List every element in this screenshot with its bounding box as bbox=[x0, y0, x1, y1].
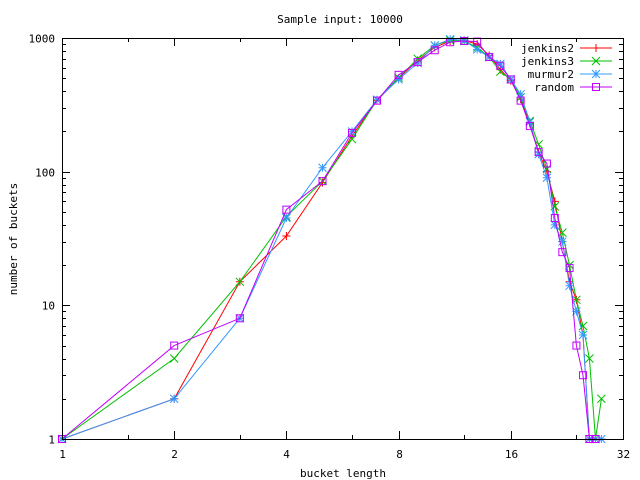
plot-frame bbox=[62, 38, 624, 440]
y-tick-label: 100 bbox=[35, 167, 55, 180]
point-marker bbox=[591, 69, 601, 79]
x-tick-label: 1 bbox=[59, 448, 66, 461]
point-marker bbox=[565, 281, 574, 291]
y-tick-label: 1000 bbox=[29, 33, 56, 46]
point-marker bbox=[572, 341, 581, 350]
point-marker bbox=[592, 83, 600, 91]
point-marker bbox=[534, 149, 543, 159]
point-marker bbox=[472, 45, 482, 54]
point-marker bbox=[516, 96, 525, 105]
point-marker bbox=[592, 44, 600, 52]
point-marker bbox=[558, 248, 567, 257]
point-marker bbox=[516, 89, 525, 99]
point-marker bbox=[170, 341, 179, 350]
point-marker bbox=[565, 264, 574, 273]
point-marker bbox=[235, 277, 245, 287]
point-marker bbox=[542, 159, 551, 168]
point-marker bbox=[318, 178, 327, 187]
legend-item-jenkins2: jenkins2 bbox=[521, 42, 612, 55]
point-marker bbox=[578, 330, 588, 340]
point-marker bbox=[506, 75, 515, 84]
point-marker bbox=[169, 354, 179, 363]
point-marker bbox=[318, 163, 327, 173]
point-marker bbox=[318, 177, 327, 186]
point-marker bbox=[585, 354, 594, 363]
x-tick-label: 16 bbox=[505, 448, 518, 461]
point-marker bbox=[572, 307, 581, 316]
point-marker bbox=[372, 95, 382, 105]
point-marker bbox=[485, 53, 494, 62]
point-marker bbox=[169, 394, 179, 404]
point-marker bbox=[413, 58, 423, 68]
point-marker bbox=[430, 46, 439, 55]
point-marker bbox=[550, 220, 560, 230]
point-marker bbox=[557, 237, 567, 246]
legend-item-murmur2: murmur2 bbox=[528, 68, 612, 81]
point-marker bbox=[430, 41, 440, 50]
point-marker bbox=[534, 148, 543, 157]
point-marker bbox=[542, 173, 552, 183]
point-marker bbox=[459, 36, 469, 45]
point-marker bbox=[413, 58, 422, 67]
series-line bbox=[61, 40, 596, 440]
point-marker bbox=[591, 56, 601, 66]
point-marker bbox=[394, 75, 403, 84]
legend-item-jenkins3: jenkins3 bbox=[521, 55, 612, 68]
y-axis-label: number of buckets bbox=[7, 183, 20, 296]
x-tick-label: 2 bbox=[171, 448, 178, 461]
point-marker bbox=[235, 314, 244, 323]
legend-label: random bbox=[534, 81, 574, 94]
point-marker bbox=[372, 96, 381, 105]
x-tick-label: 8 bbox=[396, 448, 403, 461]
point-marker bbox=[578, 321, 588, 331]
y-tick-label: 10 bbox=[42, 300, 55, 313]
point-marker bbox=[496, 61, 505, 70]
series-line bbox=[61, 38, 602, 440]
legend-item-random: random bbox=[534, 81, 612, 94]
point-marker bbox=[534, 140, 543, 149]
axes: 1 2 4 8 16 32 1 10 100 1000 bbox=[29, 33, 631, 462]
point-marker bbox=[495, 59, 505, 69]
point-marker bbox=[460, 36, 469, 45]
point-marker bbox=[597, 394, 606, 404]
series-random bbox=[58, 36, 600, 443]
legend-label: jenkins2 bbox=[521, 42, 574, 55]
chart-title: Sample input: 10000 bbox=[277, 13, 403, 26]
point-marker bbox=[525, 121, 534, 130]
point-marker bbox=[550, 214, 559, 223]
legend-label: jenkins3 bbox=[521, 55, 574, 68]
x-tick-label: 4 bbox=[283, 448, 290, 461]
point-marker bbox=[347, 127, 357, 136]
point-marker bbox=[282, 232, 291, 241]
point-marker bbox=[282, 205, 291, 214]
x-tick-label: 32 bbox=[617, 448, 630, 461]
point-marker bbox=[348, 128, 357, 137]
point-marker bbox=[282, 213, 291, 223]
y-tick-label: 1 bbox=[48, 434, 55, 447]
legend-label: murmur2 bbox=[528, 68, 574, 81]
point-marker bbox=[394, 70, 403, 79]
x-axis-label: bucket length bbox=[300, 467, 386, 480]
point-marker bbox=[579, 371, 588, 380]
